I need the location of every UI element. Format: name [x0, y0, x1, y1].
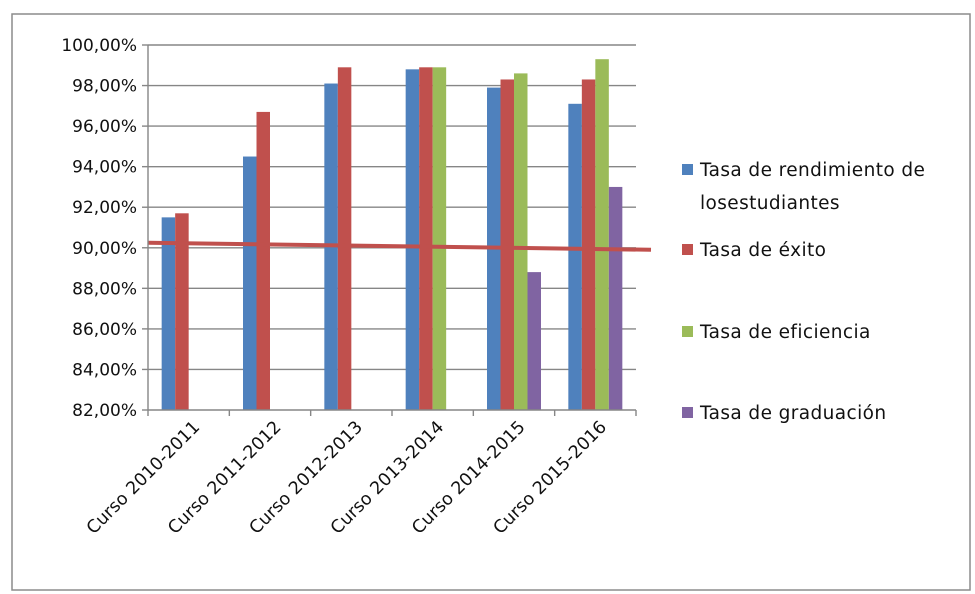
- legend-swatch: [682, 407, 693, 418]
- bar: [161, 217, 176, 410]
- legend-swatch: [682, 164, 693, 175]
- reference-line: [147, 240, 652, 252]
- axes: [147, 45, 637, 416]
- legend-label: Tasa de rendimiento de: [699, 160, 925, 181]
- bar: [432, 67, 447, 411]
- y-tick-label: 92,00%: [72, 198, 137, 218]
- y-tick-label: 94,00%: [72, 158, 137, 178]
- bar: [405, 69, 420, 410]
- bar: [581, 79, 596, 410]
- bar: [243, 156, 257, 410]
- y-tick-label: 86,00%: [72, 320, 137, 340]
- bar: [608, 186, 623, 410]
- bar: [419, 67, 433, 411]
- y-axis-tick-labels: 82,00% 84,00% 86,00% 88,00% 90,00% 92,00% 94,0…: [61, 36, 137, 421]
- bar: [337, 67, 352, 411]
- y-tick-label: 82,00%: [72, 401, 137, 421]
- bar: [500, 79, 514, 410]
- legend-label: Tasa de graduación: [699, 403, 886, 424]
- gridlines: [142, 44, 636, 411]
- bar: [514, 73, 528, 410]
- legend-label: losestudiantes: [700, 193, 840, 214]
- bar: [175, 213, 189, 410]
- bar: [256, 111, 270, 411]
- bar: [527, 272, 541, 410]
- bar: [568, 103, 582, 411]
- y-tick-label: 98,00%: [72, 77, 137, 97]
- legend: Tasa de rendimiento de losestudiantes Tasa…: [682, 160, 925, 424]
- y-tick-label: 84,00%: [72, 360, 137, 380]
- legend-label: Tasa de éxito: [699, 240, 826, 261]
- bar: [595, 59, 609, 410]
- legend-swatch: [682, 326, 693, 337]
- y-tick-label: 88,00%: [72, 279, 137, 299]
- y-tick-label: 96,00%: [72, 117, 137, 137]
- reference-line-layer: [147, 240, 652, 252]
- legend-label: Tasa de eficiencia: [699, 322, 871, 343]
- y-tick-label: 100,00%: [61, 36, 137, 56]
- legend-swatch: [682, 244, 693, 255]
- y-tick-label: 90,00%: [72, 239, 137, 259]
